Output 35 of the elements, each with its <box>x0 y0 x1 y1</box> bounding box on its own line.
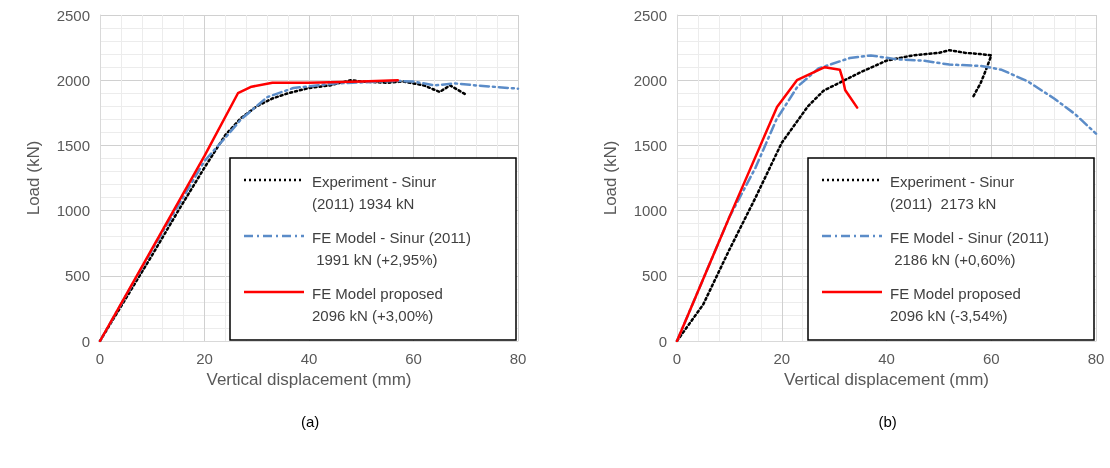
text: (b) <box>878 413 897 430</box>
y-axis-title: Load (kN) <box>601 140 620 216</box>
y-tick-label: 500 <box>641 267 667 285</box>
x-tick-label: 80 <box>509 350 527 367</box>
x-tick-label: 0 <box>95 350 105 367</box>
line-series <box>675 65 859 343</box>
y-tick-label: 1000 <box>56 202 90 220</box>
x-tick-label: 60 <box>982 350 1000 367</box>
y-tick-label: 0 <box>81 332 90 350</box>
y-tick-label: 1500 <box>633 136 667 154</box>
y-tick-label: 2000 <box>633 71 667 89</box>
legend-label: FE Model proposed 2096 kN (+3,00%) <box>312 284 448 324</box>
legend-label: FE Model - Sinur (2011) 2186 kN (+0,60%) <box>890 228 1049 268</box>
y-tick-label: 500 <box>64 267 90 285</box>
x-tick-label: 40 <box>300 350 318 367</box>
y-tick-label: 2500 <box>56 6 90 24</box>
x-tick-label: 80 <box>1087 350 1105 367</box>
legend-label: FE Model - Sinur (2011) 1991 kN (+2,95%) <box>312 228 471 268</box>
x-tick-label: 60 <box>405 350 422 367</box>
text: (a) <box>301 413 320 430</box>
legend-label: FE Model proposed 2096 kN (-3,54%) <box>890 284 1026 324</box>
x-axis-title: Vertical displacement (mm) <box>783 370 990 389</box>
y-tick-label: 1000 <box>633 202 667 220</box>
legend-label: Experiment - Sinur (2011) 2173 kN <box>890 172 1019 212</box>
y-tick-label: 0 <box>658 332 667 350</box>
y-tick-label: 2500 <box>633 6 667 24</box>
x-tick-label: 20 <box>196 350 213 367</box>
y-tick-label: 1500 <box>56 136 90 154</box>
legend-label: Experiment - Sinur (2011) 1934 kN <box>312 172 441 212</box>
x-tick-label: 0 <box>672 350 682 367</box>
y-tick-label: 2000 <box>56 71 90 89</box>
y-axis-title: Load (kN) <box>24 140 43 216</box>
x-tick-label: 40 <box>878 350 895 367</box>
x-axis-title: Vertical displacement (mm) <box>206 370 412 389</box>
x-tick-label: 20 <box>773 350 791 367</box>
